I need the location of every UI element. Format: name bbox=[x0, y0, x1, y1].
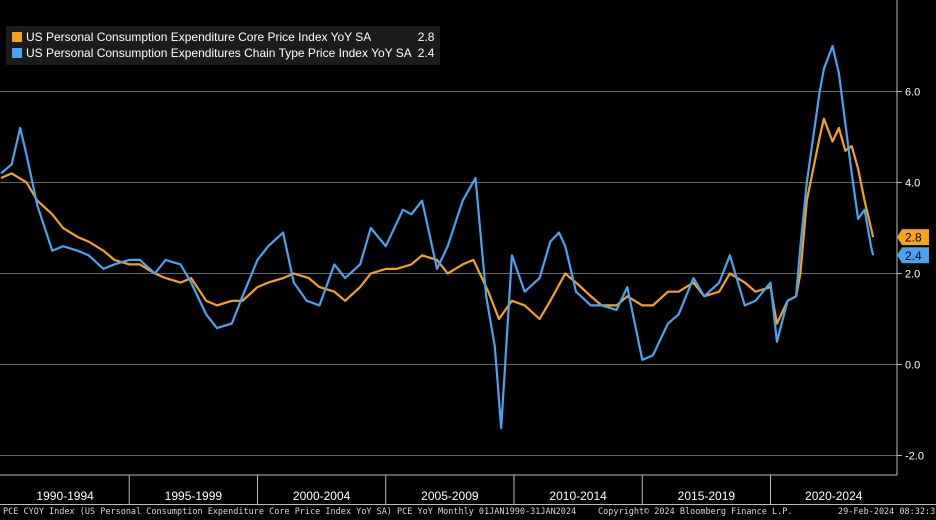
legend-value-core-pce: 2.8 bbox=[417, 30, 435, 44]
x-period-label: 1995-1999 bbox=[165, 489, 223, 503]
legend-label-headline-pce: US Personal Consumption Expenditures Cha… bbox=[26, 46, 412, 60]
axis-labels: 6.0 4.0 2.0 0.0 -2.0 1990-1994 1995-1999 2000-2… bbox=[36, 87, 929, 503]
last-value-tag-core-pce: 2.8 bbox=[897, 229, 929, 246]
last-value-tag-bg bbox=[897, 247, 929, 264]
series-line-core-pce bbox=[0, 117, 875, 325]
footer: PCE CYOY Index (US Personal Consumption … bbox=[0, 505, 936, 520]
footer-copyright: Copyright© 2024 Bloomberg Finance L.P. bbox=[598, 507, 793, 517]
footer-source: PCE CYOY Index (US Personal Consumption … bbox=[3, 507, 577, 517]
last-value-tag-bg bbox=[897, 229, 929, 246]
x-period-label: 1990-1994 bbox=[36, 489, 94, 503]
legend-label-core-pce: US Personal Consumption Expenditure Core… bbox=[26, 30, 372, 44]
x-period-label: 2015-2019 bbox=[678, 489, 736, 503]
legend-swatch-core-pce bbox=[12, 32, 22, 42]
x-period-label: 2005-2009 bbox=[421, 489, 479, 503]
x-period-label: 2000-2004 bbox=[293, 489, 351, 503]
legend-value-headline-pce: 2.4 bbox=[417, 46, 435, 60]
footer-timestamp: 29-Feb-2024 08:32:35 bbox=[838, 507, 936, 517]
last-value-tag-headline-pce: 2.4 bbox=[897, 247, 929, 264]
y-tick-label: 6.0 bbox=[905, 87, 920, 99]
y-tick-label: 2.0 bbox=[905, 269, 920, 281]
legend-swatch-headline-pce bbox=[12, 48, 22, 58]
axes bbox=[0, 0, 936, 505]
last-value-tag-label: 2.4 bbox=[905, 249, 922, 263]
y-tick-label: 0.0 bbox=[905, 360, 920, 372]
last-value-tag-label: 2.8 bbox=[905, 231, 922, 245]
y-tick-label: 4.0 bbox=[905, 178, 920, 190]
legend: US Personal Consumption Expenditure Core… bbox=[6, 26, 441, 65]
legend-item-core-pce: US Personal Consumption Expenditure Core… bbox=[12, 29, 434, 45]
x-period-label: 2010-2014 bbox=[549, 489, 607, 503]
series-lines bbox=[0, 44, 875, 430]
series-line-headline-pce bbox=[0, 44, 875, 430]
y-tick-label: -2.0 bbox=[905, 451, 924, 463]
legend-item-headline-pce: US Personal Consumption Expenditures Cha… bbox=[12, 45, 434, 61]
x-period-label: 2020-2024 bbox=[805, 489, 863, 503]
